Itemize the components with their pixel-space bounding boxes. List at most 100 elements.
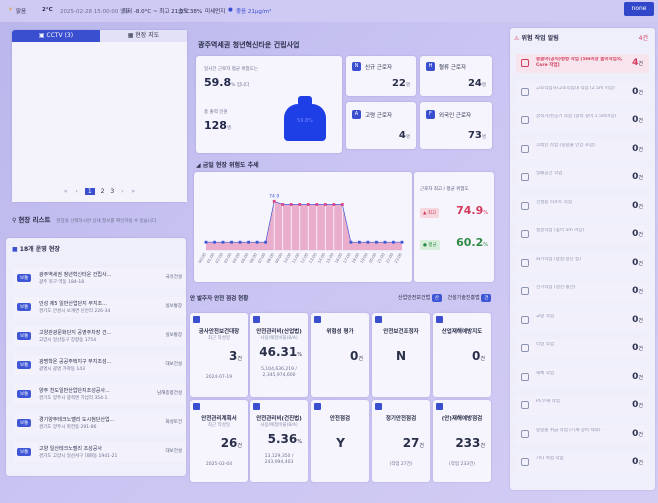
stat-card-senior-workers[interactable]: A 고령 근로자 4명	[346, 102, 416, 149]
alert-row[interactable]: 해체 작업 0건	[516, 367, 649, 387]
law-badge	[193, 316, 200, 323]
safety-card[interactable]: 안전관리비(건진법) 사용/예정비율(B/A) 5.36% 13,129,350 …	[250, 400, 308, 482]
alert-category-icon	[521, 144, 529, 153]
tab-cctv[interactable]: ▣ CCTV (3)	[12, 30, 100, 42]
alert-row[interactable]: 교량 작업 0건	[516, 310, 649, 330]
daily-rate: 59.8% 입니다	[204, 76, 250, 89]
project-summary-card: 일사간 근로자 평균 위험도는 59.8% 입니다 총 출력 인원 128명 5…	[196, 56, 342, 153]
alert-text: 밀폐공간 작업	[536, 171, 563, 176]
none-button[interactable]: none	[624, 2, 654, 16]
risk-area	[206, 201, 402, 250]
next-page-button[interactable]: ›	[121, 188, 124, 195]
site-row[interactable]: 보통 경기양주테크노밸리 도시첨단산업... 경기도 양주시 마전동 291-8…	[14, 413, 186, 433]
map-icon: ▦	[127, 32, 136, 39]
safety-card[interactable]: 공사안전보건대장 최근 작성일 3건 2024-07-19	[190, 313, 248, 397]
site-row[interactable]: 보통 양주 천도일반산업단지조성공사... 경기도 양주시 광적면 가납리 35…	[14, 384, 186, 404]
alert-count: 0건	[632, 372, 643, 382]
risk-point	[238, 240, 242, 244]
stat-value: 4명	[398, 130, 410, 141]
risk-point	[366, 240, 370, 244]
alert-row[interactable]: 건설용 리프트 작업 0건	[516, 196, 649, 216]
fine-dust-label: 미세먼지	[205, 9, 226, 15]
alert-text: 철골작업 (높이 5m 이상)	[536, 228, 585, 233]
cctv-video-area[interactable]	[12, 42, 187, 202]
site-list-hint: 현장을 선택하시면 상세 정보를 확인하실 수 있습니다.	[56, 219, 158, 224]
fine-dust-icon: ●	[228, 7, 233, 13]
safety-card[interactable]: 안전관리비(산업법) 사용/예정비율(B/A) 46.31% 5,104,636,…	[250, 313, 308, 397]
alert-row[interactable]: 굴착기/천공기 작업 (굴착 깊이 1.5m이상) 0건	[516, 111, 649, 130]
stat-card-foreign-workers[interactable]: F 외국인 근로자 73명	[420, 102, 492, 149]
alert-count-value: 0	[632, 400, 639, 410]
alert-count: 0건	[632, 87, 643, 97]
risk-point	[383, 240, 387, 244]
site-name: 양주 천도일반산업단지조성공사...	[39, 388, 110, 394]
safety-card[interactable]: 안전관리계획서 최근 작성일 26건 2025-02-04	[190, 400, 248, 482]
legend-badge-construction-law: 건	[481, 294, 492, 302]
weather-label: 맑음	[16, 9, 27, 15]
alert-row[interactable]: 기타 위험 작업 0건	[516, 453, 649, 472]
site-row[interactable]: 보통 안성 제5 일반산업단지 부지조... 경기도 안성시 보개면 신안리 2…	[14, 297, 186, 317]
safety-card[interactable]: 산업재해예방지도 0건	[433, 313, 491, 397]
stat-card-new-workers[interactable]: N 신규 근로자 22명	[346, 56, 416, 96]
status-badge: 보통	[17, 274, 32, 282]
alert-count-unit: 건	[638, 317, 643, 324]
site-address: 고양시 일산동구 장항동 1754	[39, 338, 97, 343]
risk-summary-title: 근로자 최고 / 평균 위험도	[420, 187, 469, 192]
alert-row[interactable]: PC부재 작업 0건	[516, 396, 649, 415]
site-row[interactable]: 보통 광명학온 공공주택지구 부지조성... 광명시 광명 가학동 143 대보…	[14, 355, 186, 375]
alert-category-icon	[521, 173, 529, 181]
site-row[interactable]: 보통 광주역세권 청년혁신타운 건립사... 광주 북구 역동 184-18 국…	[14, 268, 186, 288]
alert-row[interactable]: 크레인 작업 (중량물 인양 포함) 0건	[516, 139, 649, 159]
law-badge	[436, 403, 443, 410]
page-2-button[interactable]: 2	[100, 188, 105, 195]
page-3-button[interactable]: 3	[110, 188, 115, 195]
safety-card[interactable]: 안전보건조정자 N	[372, 313, 430, 397]
safety-card[interactable]: 정기안전점검 27건 (작업 27건)	[372, 400, 430, 482]
alert-row[interactable]: 고소작업차/고소작업대 작업 (2.5m 이상) 0건	[516, 82, 649, 102]
prev-page-button[interactable]: ‹	[75, 188, 78, 195]
daily-rate-label: 일사간 근로자 평균 위험도는	[204, 67, 258, 72]
alert-row[interactable]: 중량물 취급 작업 (기계·장비 제외) 0건	[516, 424, 649, 444]
alert-category-icon	[521, 201, 529, 210]
x-tick-label: 11:00	[291, 252, 301, 264]
x-tick-label: 05:00	[240, 252, 250, 264]
stat-card-blood-workers[interactable]: H 혈류 근로자 24명	[420, 56, 492, 96]
alert-text: 화기작업 (용접·용단 등)	[536, 256, 582, 262]
alert-count-value: 0	[632, 115, 639, 125]
avg-risk-value: 60.2%	[456, 236, 488, 249]
risk-point	[306, 203, 310, 206]
tab-site-map[interactable]: ▦ 현장 지도	[100, 30, 187, 42]
last-page-button[interactable]: »	[131, 188, 136, 195]
alert-count-value: 4	[632, 58, 639, 68]
site-list-header: ⚲ 현장 리스트 현장을 선택하시면 상세 정보를 확인하실 수 있습니다.	[12, 214, 187, 224]
stat-label: 외국인 근로자	[439, 113, 472, 119]
risk-point	[264, 240, 268, 244]
alert-row[interactable]: 터널 작업 0건	[516, 339, 649, 358]
alert-row[interactable]: 철골작업 (높이 5m 이상) 0건	[516, 225, 649, 244]
site-row[interactable]: 보통 고양 일산테크노밸리 조성공사 경기도 고양시 일산서구 대화동 1941…	[14, 442, 186, 462]
alert-count-unit: 건	[638, 403, 643, 409]
alert-count-unit: 건	[638, 289, 643, 295]
check-icon: ●	[423, 243, 429, 248]
site-row[interactable]: 보통 고양관광문화단지 공영주차장 건... 고양시 일산동구 장항동 1754…	[14, 326, 186, 346]
first-page-button[interactable]: «	[63, 188, 68, 195]
risk-point	[375, 240, 378, 244]
site-address: 경기도 양주시 광적면 가납리 354-1	[39, 396, 108, 401]
alert-category-icon	[521, 344, 529, 352]
page-1-button[interactable]: 1	[84, 188, 95, 195]
alert-row[interactable]: 몽골이(공식)벙벙 작업 [5m이상 높이작업외, Core 작업] 4건	[516, 54, 649, 73]
risk-summary-card: 근로자 최고 / 평균 위험도 ▲ 최고 74.9% ● 평균 60.2%	[414, 172, 494, 282]
risk-point	[315, 203, 319, 206]
risk-point	[281, 203, 285, 206]
alert-row[interactable]: 전기작업 (정전·활선) 0건	[516, 282, 649, 301]
alert-category-icon	[521, 87, 529, 96]
safety-card[interactable]: 위험성 평가 0건	[311, 313, 369, 397]
alert-count-value: 0	[632, 343, 639, 353]
alert-text: 교량 작업	[536, 313, 554, 319]
alert-row[interactable]: 화기작업 (용접·용단 등) 0건	[516, 253, 649, 273]
safety-card[interactable]: 안전점검 Y	[311, 400, 369, 482]
safety-card[interactable]: (안)재해예방점검 233건 (작업 233건)	[433, 400, 491, 482]
alert-count: 0건	[632, 144, 643, 154]
alert-row[interactable]: 밀폐공간 작업 0건	[516, 168, 649, 187]
alert-category-icon	[521, 315, 529, 324]
